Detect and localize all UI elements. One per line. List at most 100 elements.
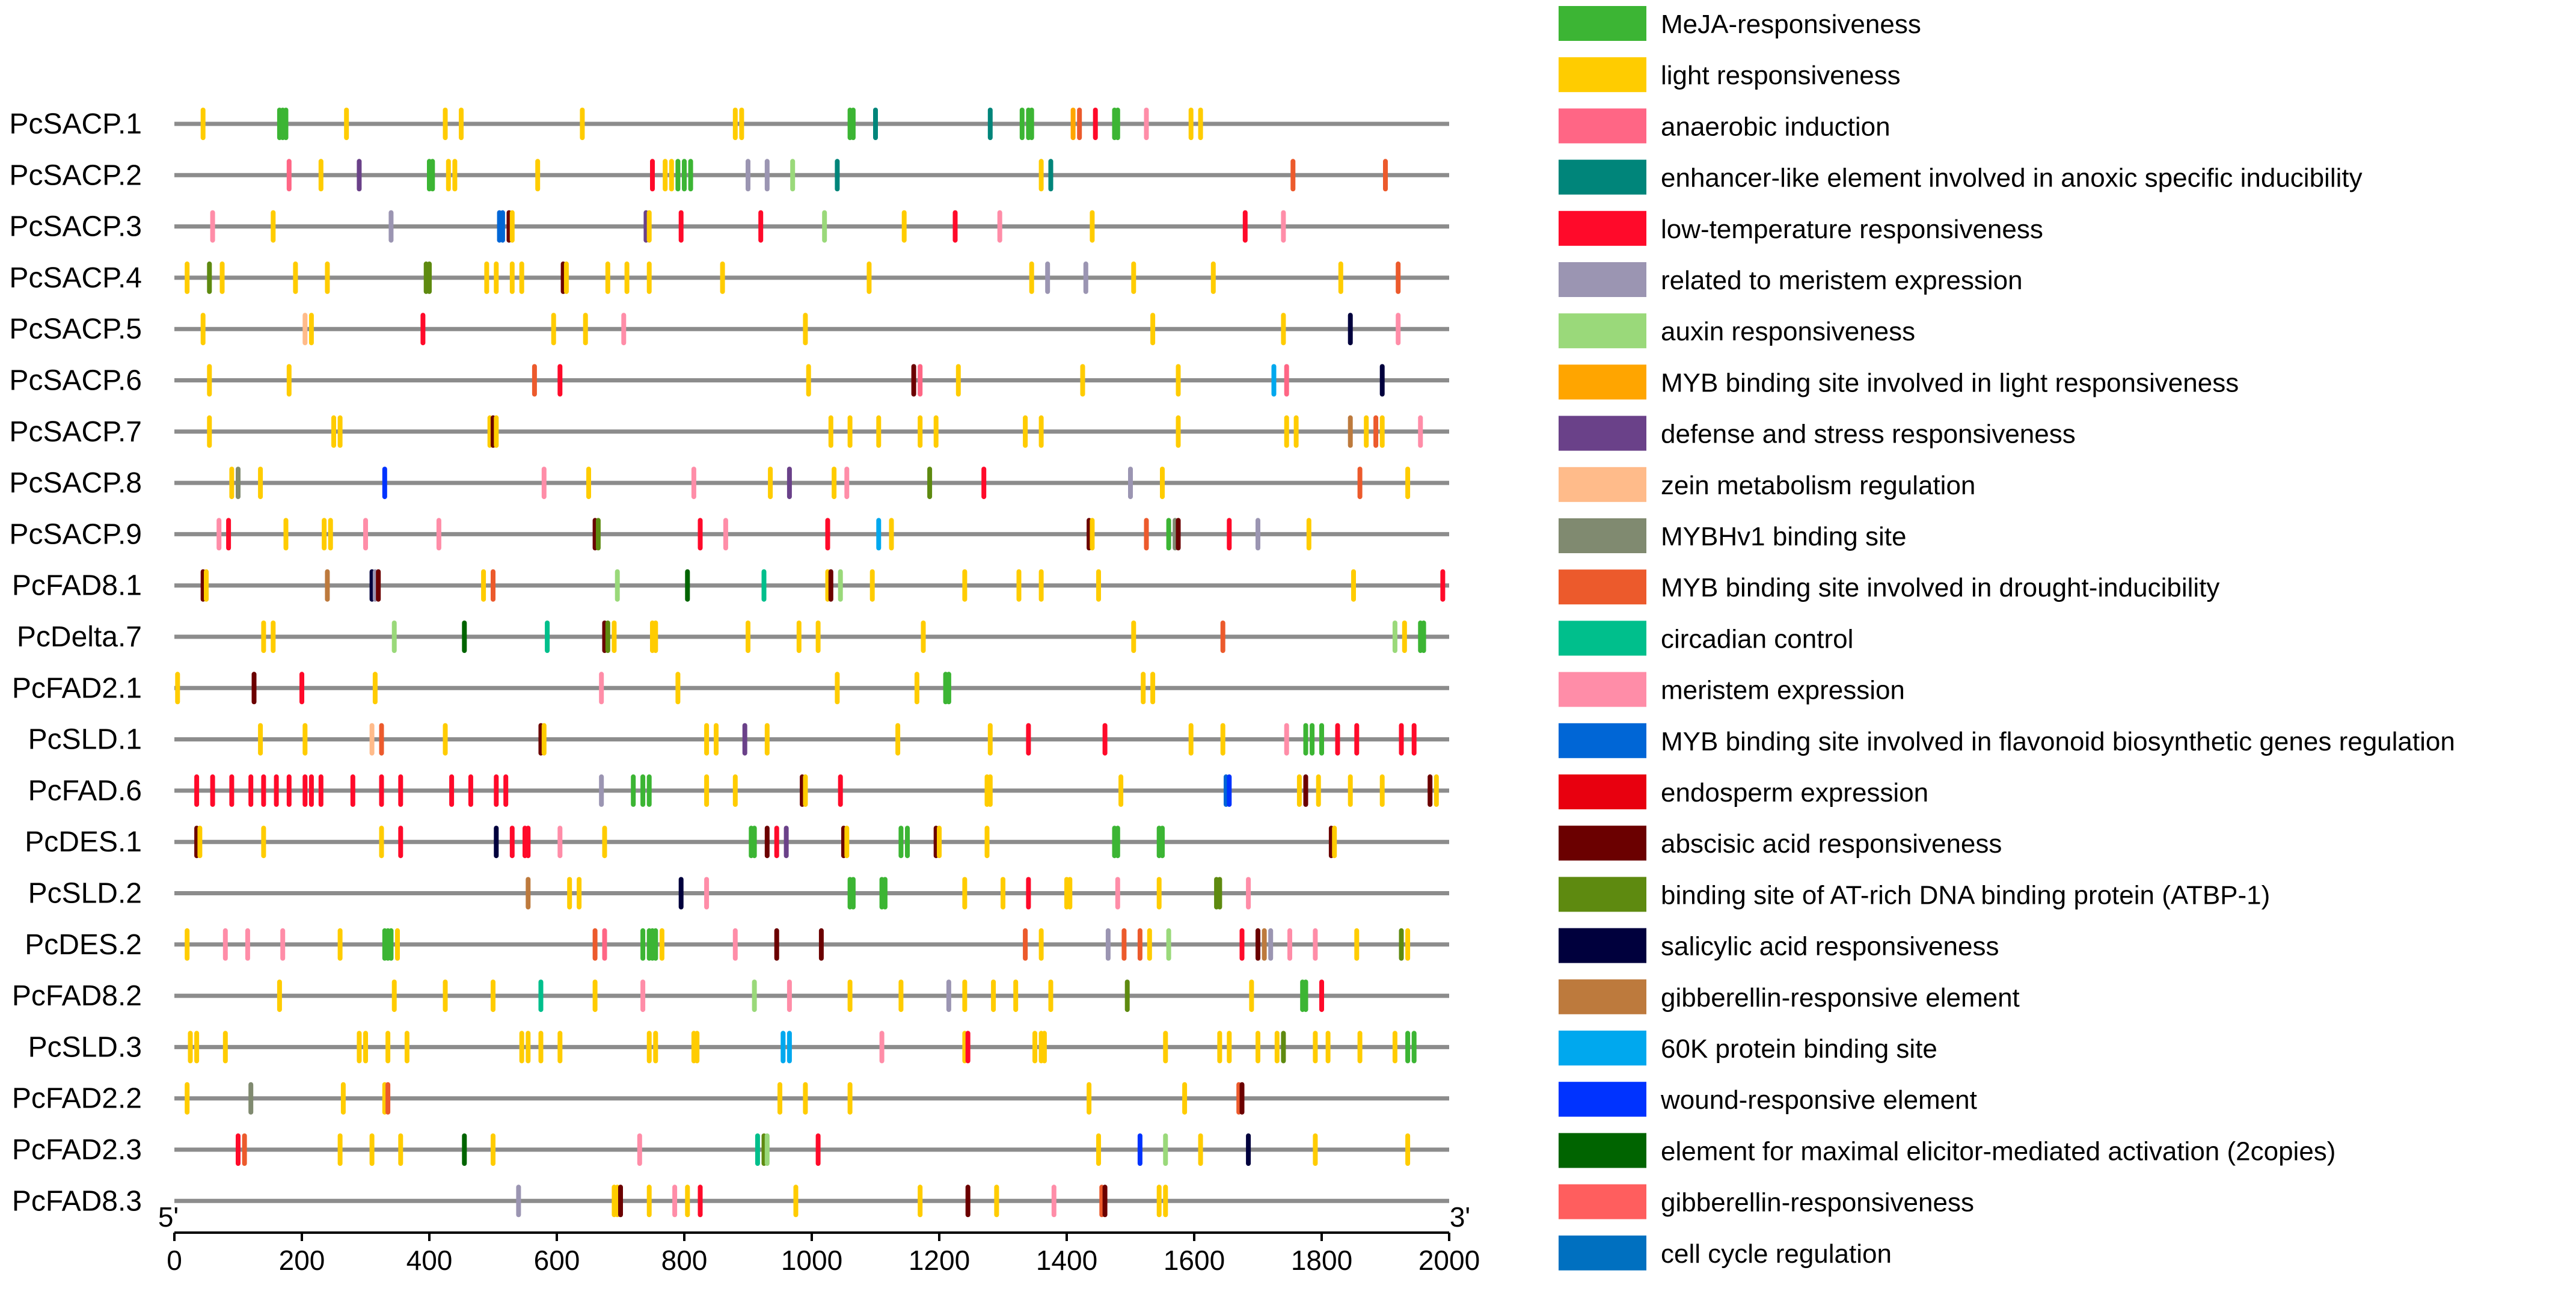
cis-element-mark <box>376 569 381 602</box>
cis-element-mark <box>984 826 990 859</box>
legend-label: anaerobic induction <box>1661 112 1891 141</box>
x-axis: 0 200 400 600 800 1000 1200 1400 1600 1800 2000 5' 3… <box>158 1201 1480 1276</box>
cis-element-mark <box>927 467 933 500</box>
cis-element-mark <box>691 467 696 500</box>
cis-element-mark <box>618 1185 623 1218</box>
cis-element-mark <box>646 261 652 294</box>
legend-item: binding site of AT-rich DNA binding prot… <box>1559 877 2270 912</box>
cis-element-mark <box>1144 518 1149 551</box>
legend-swatch <box>1559 1082 1646 1117</box>
cis-element-mark <box>755 1133 760 1166</box>
cis-element-mark <box>500 210 505 243</box>
gene-label: PcFAD8.2 <box>12 980 142 1012</box>
cis-element-mark <box>898 826 904 859</box>
cis-element-mark <box>787 1031 792 1064</box>
cis-element-mark <box>764 1133 770 1166</box>
cis-element-mark <box>443 979 448 1013</box>
cis-element-mark <box>519 1031 524 1064</box>
cis-element-mark <box>742 723 747 756</box>
cis-element-mark <box>200 108 206 140</box>
cis-element-mark <box>586 467 591 500</box>
cis-element-mark <box>675 672 681 705</box>
gene-row-pcsacp-3: PcSACP.3 <box>9 210 1449 243</box>
cis-element-mark <box>806 364 811 397</box>
cis-element-mark <box>1096 1133 1101 1166</box>
cis-element-mark <box>1090 210 1095 243</box>
cis-element-mark <box>720 261 725 294</box>
cis-element-mark <box>876 415 882 448</box>
gene-label: PcSLD.3 <box>28 1031 142 1063</box>
cis-element-mark <box>1038 569 1044 602</box>
cis-element-mark <box>532 364 537 397</box>
cis-element-mark <box>446 159 451 192</box>
cis-element-mark <box>526 1031 531 1064</box>
cis-element-mark <box>545 621 550 653</box>
cis-element-mark <box>322 518 327 551</box>
cis-element-mark <box>1156 877 1162 910</box>
cis-element-mark <box>1131 261 1136 294</box>
cis-element-mark <box>462 1133 467 1166</box>
cis-element-mark <box>1124 979 1130 1013</box>
cis-element-mark <box>758 210 764 243</box>
cis-element-mark <box>987 774 993 807</box>
cis-element-mark <box>675 159 681 192</box>
cis-element-mark <box>248 774 254 807</box>
cis-element-mark <box>207 364 212 397</box>
cis-element-mark <box>678 210 684 243</box>
cis-element-mark <box>1210 261 1216 294</box>
cis-element-mark <box>245 928 250 961</box>
cis-element-mark <box>746 159 750 192</box>
cis-element-mark <box>815 1133 821 1166</box>
cis-element-mark <box>1131 621 1136 653</box>
legend-item: abscisic acid responsiveness <box>1559 826 2002 861</box>
cis-element-mark <box>494 415 499 448</box>
cis-element-mark <box>204 569 209 602</box>
cis-element-mark <box>1182 1082 1188 1115</box>
cis-element-mark <box>898 979 904 1013</box>
cis-element-mark <box>595 518 601 551</box>
cis-element-mark <box>605 621 610 653</box>
legend-swatch <box>1559 877 1646 912</box>
legend-item: zein metabolism regulation <box>1559 467 1975 502</box>
cis-element-mark <box>1405 467 1411 500</box>
cis-element-mark <box>363 518 368 551</box>
legend-item: cell cycle regulation <box>1559 1235 1892 1271</box>
cis-element-mark <box>803 1082 808 1115</box>
gene-label: PcFAD2.1 <box>12 672 142 704</box>
cis-element-mark <box>1176 518 1181 551</box>
gene-label: PcSLD.1 <box>28 724 142 756</box>
cis-element-mark <box>876 518 882 551</box>
cis-element-mark <box>822 210 827 243</box>
cis-element-mark <box>538 979 544 1013</box>
cis-element-mark <box>541 723 547 756</box>
legend-swatch <box>1559 415 1646 451</box>
legend-item: auxin responsiveness <box>1559 313 1915 349</box>
cis-element-mark <box>1357 1031 1363 1064</box>
cis-element-mark <box>491 979 495 1013</box>
legend-label: MeJA-responsiveness <box>1661 10 1921 39</box>
cis-element-mark <box>185 928 190 961</box>
cis-element-mark <box>981 467 987 500</box>
gene-tracks: PcSACP.1 PcSACP.2 PcSACP.3 PcSACP.4 PcSACP.5… <box>9 108 1449 1218</box>
legend-label: related to meristem expression <box>1661 266 2023 295</box>
cis-element-mark <box>1303 723 1308 756</box>
cis-element-mark <box>796 621 802 653</box>
cis-element-mark <box>1411 723 1417 756</box>
cis-element-mark <box>1411 1031 1417 1064</box>
cis-element-mark <box>302 723 308 756</box>
cis-element-mark <box>207 415 212 448</box>
cis-element-mark <box>188 1031 193 1064</box>
cis-element-mark <box>739 108 744 140</box>
cis-element-mark <box>583 313 588 346</box>
cis-element-mark <box>1051 1185 1056 1218</box>
cis-element-mark <box>1102 723 1108 756</box>
cis-element-mark <box>1188 108 1194 140</box>
legend-label: abscisic acid responsiveness <box>1661 829 2002 859</box>
cis-element-mark <box>427 261 432 294</box>
cis-element-mark <box>1246 1133 1251 1166</box>
legend-label: circadian control <box>1661 624 1853 654</box>
cis-element-mark <box>832 467 837 500</box>
legend-item: MYB binding site involved in light respo… <box>1559 364 2239 400</box>
legend-swatch <box>1559 6 1646 41</box>
legend-label: meristem expression <box>1661 676 1905 705</box>
